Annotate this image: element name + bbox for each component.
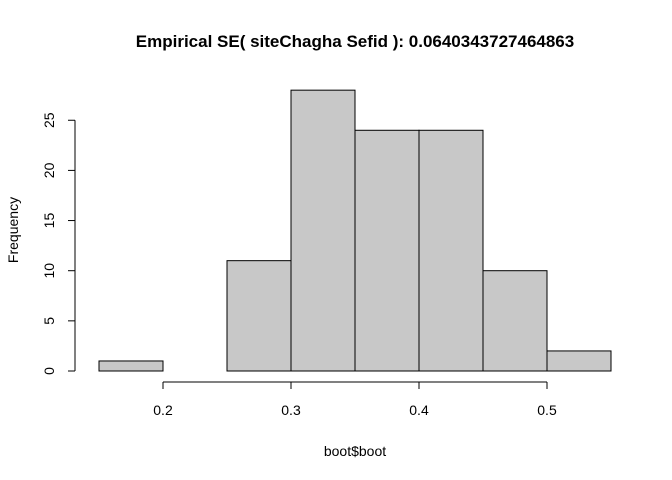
x-axis-label: boot$boot (324, 443, 386, 459)
y-axis-label: Frequency (5, 197, 21, 263)
histogram-bar (226, 260, 292, 372)
histogram-bar (354, 129, 420, 372)
histogram-bar (290, 89, 356, 372)
histogram-bar (482, 270, 548, 372)
x-tick-label: 0.3 (281, 402, 301, 418)
x-tick-label: 0.4 (409, 402, 429, 418)
y-tick-label: 0 (41, 367, 57, 375)
y-tick-label: 15 (41, 213, 57, 229)
y-tick-label: 20 (41, 162, 57, 178)
x-tick-label: 0.2 (153, 402, 173, 418)
y-tick-label: 5 (41, 317, 57, 325)
histogram-bar (418, 129, 484, 372)
y-tick-label: 25 (41, 112, 57, 128)
histogram-bar (546, 350, 612, 372)
y-axis: 0 5 10 15 20 25 (41, 112, 76, 375)
y-tick-label: 10 (41, 263, 57, 279)
histogram-bars (98, 89, 612, 372)
x-axis: 0.2 0.3 0.4 0.5 (153, 381, 557, 418)
chart-title: Empirical SE( siteChagha Sefid ): 0.0640… (136, 32, 574, 51)
histogram-bar (98, 360, 164, 372)
x-tick-label: 0.5 (537, 402, 557, 418)
